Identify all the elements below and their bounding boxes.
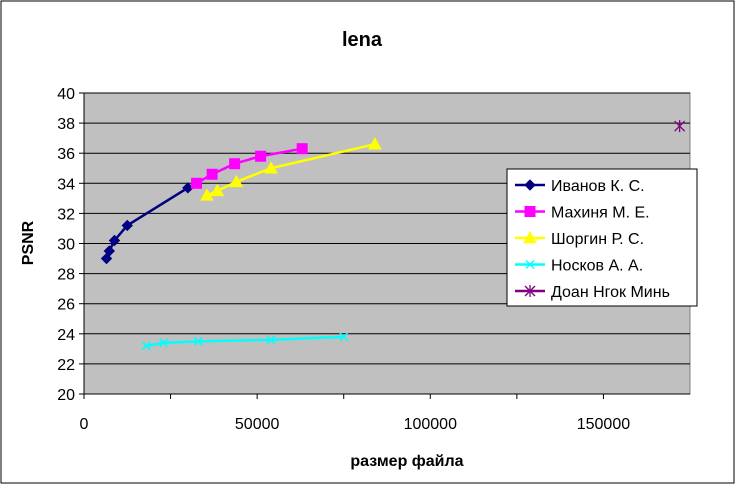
legend-label: Носков А. А.	[551, 258, 643, 275]
y-tick-label: 38	[57, 116, 75, 133]
legend-marker	[523, 230, 537, 244]
series-3	[141, 332, 349, 351]
legend-label: Шоргин Р. С.	[551, 231, 644, 248]
y-tick-label: 28	[57, 267, 75, 284]
y-tick-label: 20	[57, 387, 75, 404]
data-point	[368, 137, 382, 150]
legend-item: Шоргин Р. С.	[515, 230, 644, 248]
y-tick-label: 40	[57, 86, 75, 103]
marker-stroke	[525, 259, 535, 270]
y-tick-label: 26	[57, 297, 75, 314]
legend-item: Иванов К. С.	[515, 178, 645, 195]
data-point	[206, 168, 218, 180]
legend-item: Носков А. А.	[515, 258, 643, 275]
data-point	[255, 150, 267, 162]
data-point	[100, 252, 113, 265]
data-point	[229, 158, 241, 170]
data-point	[264, 161, 278, 174]
y-tick-label: 36	[57, 146, 75, 163]
legend-marker	[524, 206, 536, 217]
data-point	[210, 183, 225, 197]
data-point	[193, 336, 203, 346]
data-point	[266, 335, 276, 345]
marker-stroke	[159, 338, 169, 348]
marker-stroke	[193, 336, 203, 346]
data-point	[141, 341, 151, 351]
y-tick-label: 24	[57, 327, 75, 344]
series-2	[200, 137, 382, 201]
y-axis-title: PSNR	[20, 220, 37, 265]
legend-marker	[524, 179, 536, 191]
data-point	[121, 219, 133, 232]
chart-title: lena	[342, 29, 383, 51]
data-point	[108, 234, 121, 247]
legend-item: Доан Нгок Минь	[515, 284, 670, 301]
data-point	[229, 174, 244, 188]
series-4	[674, 120, 686, 133]
y-tick-label: 30	[57, 237, 75, 254]
marker-stroke	[339, 332, 349, 342]
legend-item: Махиня М. Е.	[515, 205, 650, 222]
y-tick-label: 34	[57, 176, 75, 193]
legend-label: Махиня М. Е.	[551, 205, 650, 222]
legend: Иванов К. С. Махиня М. Е. Шоргин Р. С. Носк…	[506, 168, 698, 307]
legend-marker	[524, 285, 536, 297]
legend-label: Иванов К. С.	[551, 178, 645, 195]
marker-stroke	[266, 335, 276, 345]
y-tick-label: 22	[57, 357, 75, 374]
data-point	[200, 188, 214, 201]
data-point	[191, 177, 203, 189]
x-tick-label: 0	[80, 416, 89, 433]
x-tick-label: 50000	[235, 416, 280, 433]
y-tick-label: 32	[57, 206, 75, 223]
legend-label: Доан Нгок Минь	[551, 284, 670, 301]
data-point	[159, 338, 169, 348]
data-point	[339, 332, 349, 342]
marker-stroke	[141, 341, 151, 351]
data-point	[296, 143, 308, 155]
series-1	[191, 143, 308, 189]
x-tick-label: 150000	[577, 416, 630, 433]
legend-marker	[525, 259, 535, 270]
x-axis-title: размер файла	[350, 453, 463, 470]
data-point	[674, 120, 686, 133]
x-tick-label: 100000	[404, 416, 457, 433]
data-point	[103, 245, 115, 257]
